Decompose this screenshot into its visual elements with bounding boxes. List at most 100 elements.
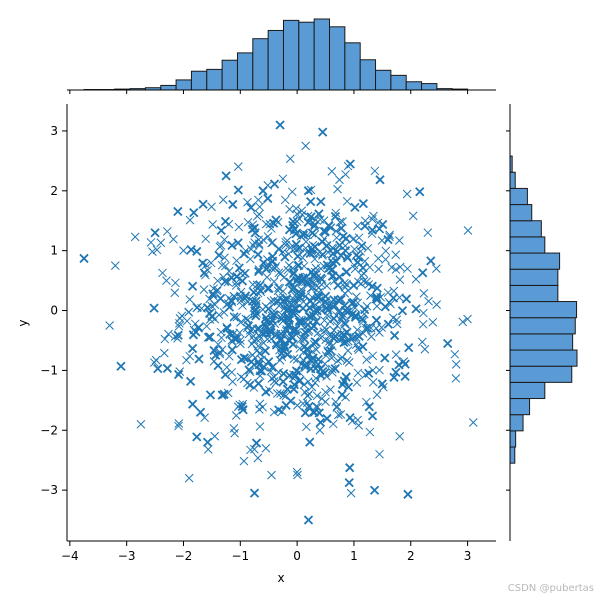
scatter-point [149, 303, 159, 313]
scatter-point [302, 422, 311, 432]
scatter-point [368, 351, 378, 361]
scatter-point [357, 241, 367, 251]
scatter-point [199, 285, 209, 294]
scatter-point [375, 365, 384, 375]
scatter-point [162, 227, 172, 236]
scatter-point [149, 358, 159, 367]
scatter-point [232, 256, 241, 266]
scatter-point [152, 245, 162, 255]
scatter-point [292, 209, 302, 219]
scatter-point [236, 287, 246, 297]
scatter-point [273, 286, 283, 296]
scatter-point [281, 400, 291, 411]
scatter-point [179, 246, 188, 256]
scatter-point [341, 170, 350, 179]
scatter-point [329, 295, 339, 305]
scatter-point [364, 368, 374, 378]
scatter-point [204, 332, 214, 342]
histogram-bar-x [375, 69, 392, 91]
histogram-bar-x [344, 42, 361, 91]
scatter-point [281, 391, 291, 401]
scatter-point [284, 320, 295, 330]
scatter-point [263, 181, 273, 190]
scatter-point [280, 343, 290, 353]
y-tick-label: −1 [40, 363, 58, 377]
scatter-point [381, 246, 391, 256]
scatter-point [388, 293, 399, 303]
scatter-point [293, 244, 302, 254]
scatter-point [330, 211, 341, 222]
y-tick-label: 3 [50, 124, 58, 138]
scatter-point [301, 141, 311, 151]
scatter-point [341, 246, 351, 256]
scatter-point [259, 362, 269, 372]
scatter-point [294, 317, 305, 327]
scatter-point [395, 275, 405, 285]
scatter-point [308, 240, 318, 250]
scatter-point [374, 264, 383, 274]
scatter-point [380, 302, 390, 312]
scatter-point [213, 361, 223, 371]
scatter-point [423, 228, 433, 238]
scatter-point [213, 340, 223, 349]
scatter-point [283, 304, 293, 314]
scatter-point [362, 355, 371, 364]
scatter-point [220, 370, 231, 380]
scatter-point [264, 283, 274, 293]
scatter-point [324, 340, 334, 350]
scatter-point [162, 276, 171, 285]
scatter-point [159, 348, 169, 358]
scatter-point [207, 202, 216, 212]
scatter-point [289, 354, 299, 364]
scatter-point [232, 312, 242, 322]
scatter-point [201, 234, 211, 244]
scatter-point [333, 356, 343, 366]
scatter-point [282, 384, 293, 394]
scatter-point [185, 376, 196, 386]
scatter-point [229, 424, 239, 433]
scatter-point [415, 187, 425, 197]
scatter-point [353, 221, 362, 231]
scatter-point [303, 351, 313, 360]
scatter-point [253, 249, 263, 260]
scatter-point [419, 308, 428, 318]
scatter-point [281, 294, 291, 305]
scatter-point [338, 309, 348, 319]
scatter-point [366, 332, 376, 341]
scatter-point [299, 334, 308, 344]
scatter-point [252, 308, 262, 318]
scatter-point [301, 243, 311, 253]
scatter-point [215, 242, 225, 252]
scatter-point [193, 302, 203, 312]
histogram-bar-x [190, 70, 208, 91]
scatter-point [386, 299, 395, 309]
scatter-point [313, 328, 323, 338]
scatter-point [303, 217, 313, 227]
histogram-bar-y [509, 187, 528, 206]
scatter-point [426, 256, 436, 266]
scatter-point [322, 281, 332, 291]
scatter-point [233, 185, 243, 195]
scatter-point [243, 197, 252, 207]
scatter-point [331, 226, 341, 236]
scatter-point [451, 360, 461, 369]
scatter-point [224, 351, 234, 361]
scatter-point [202, 437, 213, 447]
scatter-point [257, 355, 266, 365]
scatter-point [314, 288, 324, 297]
scatter-point [315, 417, 326, 428]
scatter-point [263, 193, 273, 204]
scatter-point [321, 387, 330, 397]
scatter-point [310, 378, 320, 388]
scatter-point [431, 264, 441, 273]
scatter-point [295, 274, 304, 284]
scatter-point [311, 402, 321, 412]
histogram-bar-x [421, 83, 438, 91]
marginal-x-histogram [67, 18, 496, 94]
scatter-point [332, 321, 342, 331]
histogram-bar-y [509, 268, 559, 286]
scatter-point [300, 408, 311, 418]
scatter-point [298, 230, 309, 240]
scatter-point [194, 354, 204, 364]
